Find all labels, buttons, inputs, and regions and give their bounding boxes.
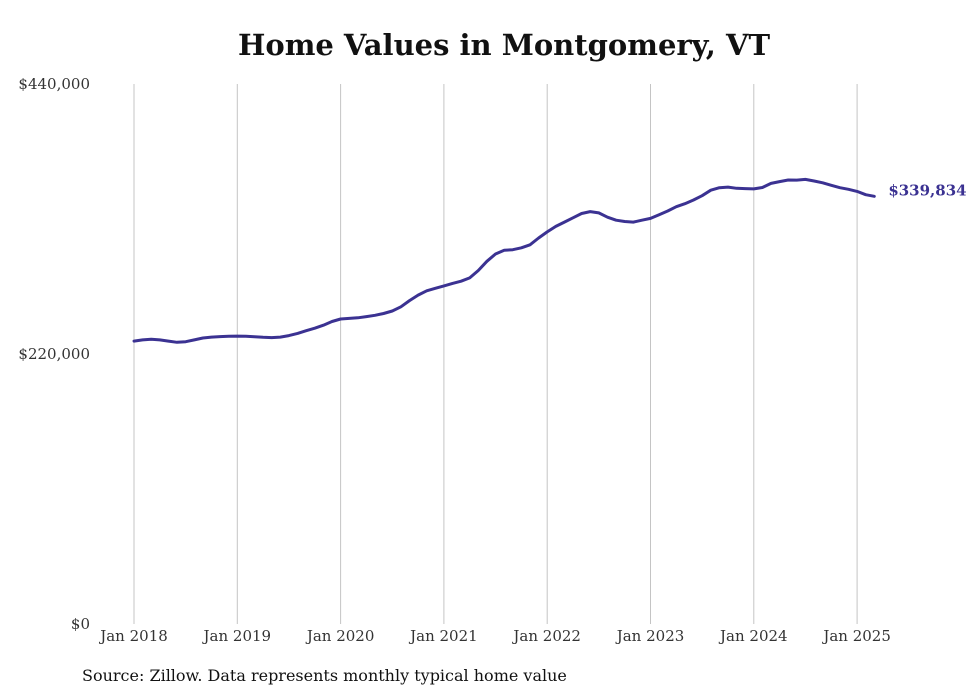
x-tick-label: Jan 2023: [615, 627, 685, 645]
source-note: Source: Zillow. Data represents monthly …: [82, 666, 567, 685]
y-tick-label: $440,000: [18, 75, 90, 93]
x-axis-ticks: Jan 2018 Jan 2019 Jan 2020 Jan 2021 Jan 2022…: [98, 627, 891, 645]
x-tick-label: Jan 2025: [821, 627, 891, 645]
chart-title: Home Values in Montgomery, VT: [237, 28, 771, 62]
series-line-home-value: [132, 177, 876, 344]
y-axis-ticks: $0 $220,000 $440,000: [18, 75, 90, 633]
x-tick-label: Jan 2024: [718, 627, 788, 645]
y-tick-label: $220,000: [18, 345, 90, 363]
gridlines: [133, 84, 858, 624]
y-tick-label: $0: [71, 615, 90, 633]
x-tick-label: Jan 2018: [98, 627, 168, 645]
x-tick-label: Jan 2020: [305, 627, 375, 645]
x-tick-label: Jan 2021: [408, 627, 478, 645]
x-tick-label: Jan 2019: [202, 627, 272, 645]
x-tick-label: Jan 2022: [511, 627, 581, 645]
end-value-label: $339,834: [888, 181, 966, 199]
